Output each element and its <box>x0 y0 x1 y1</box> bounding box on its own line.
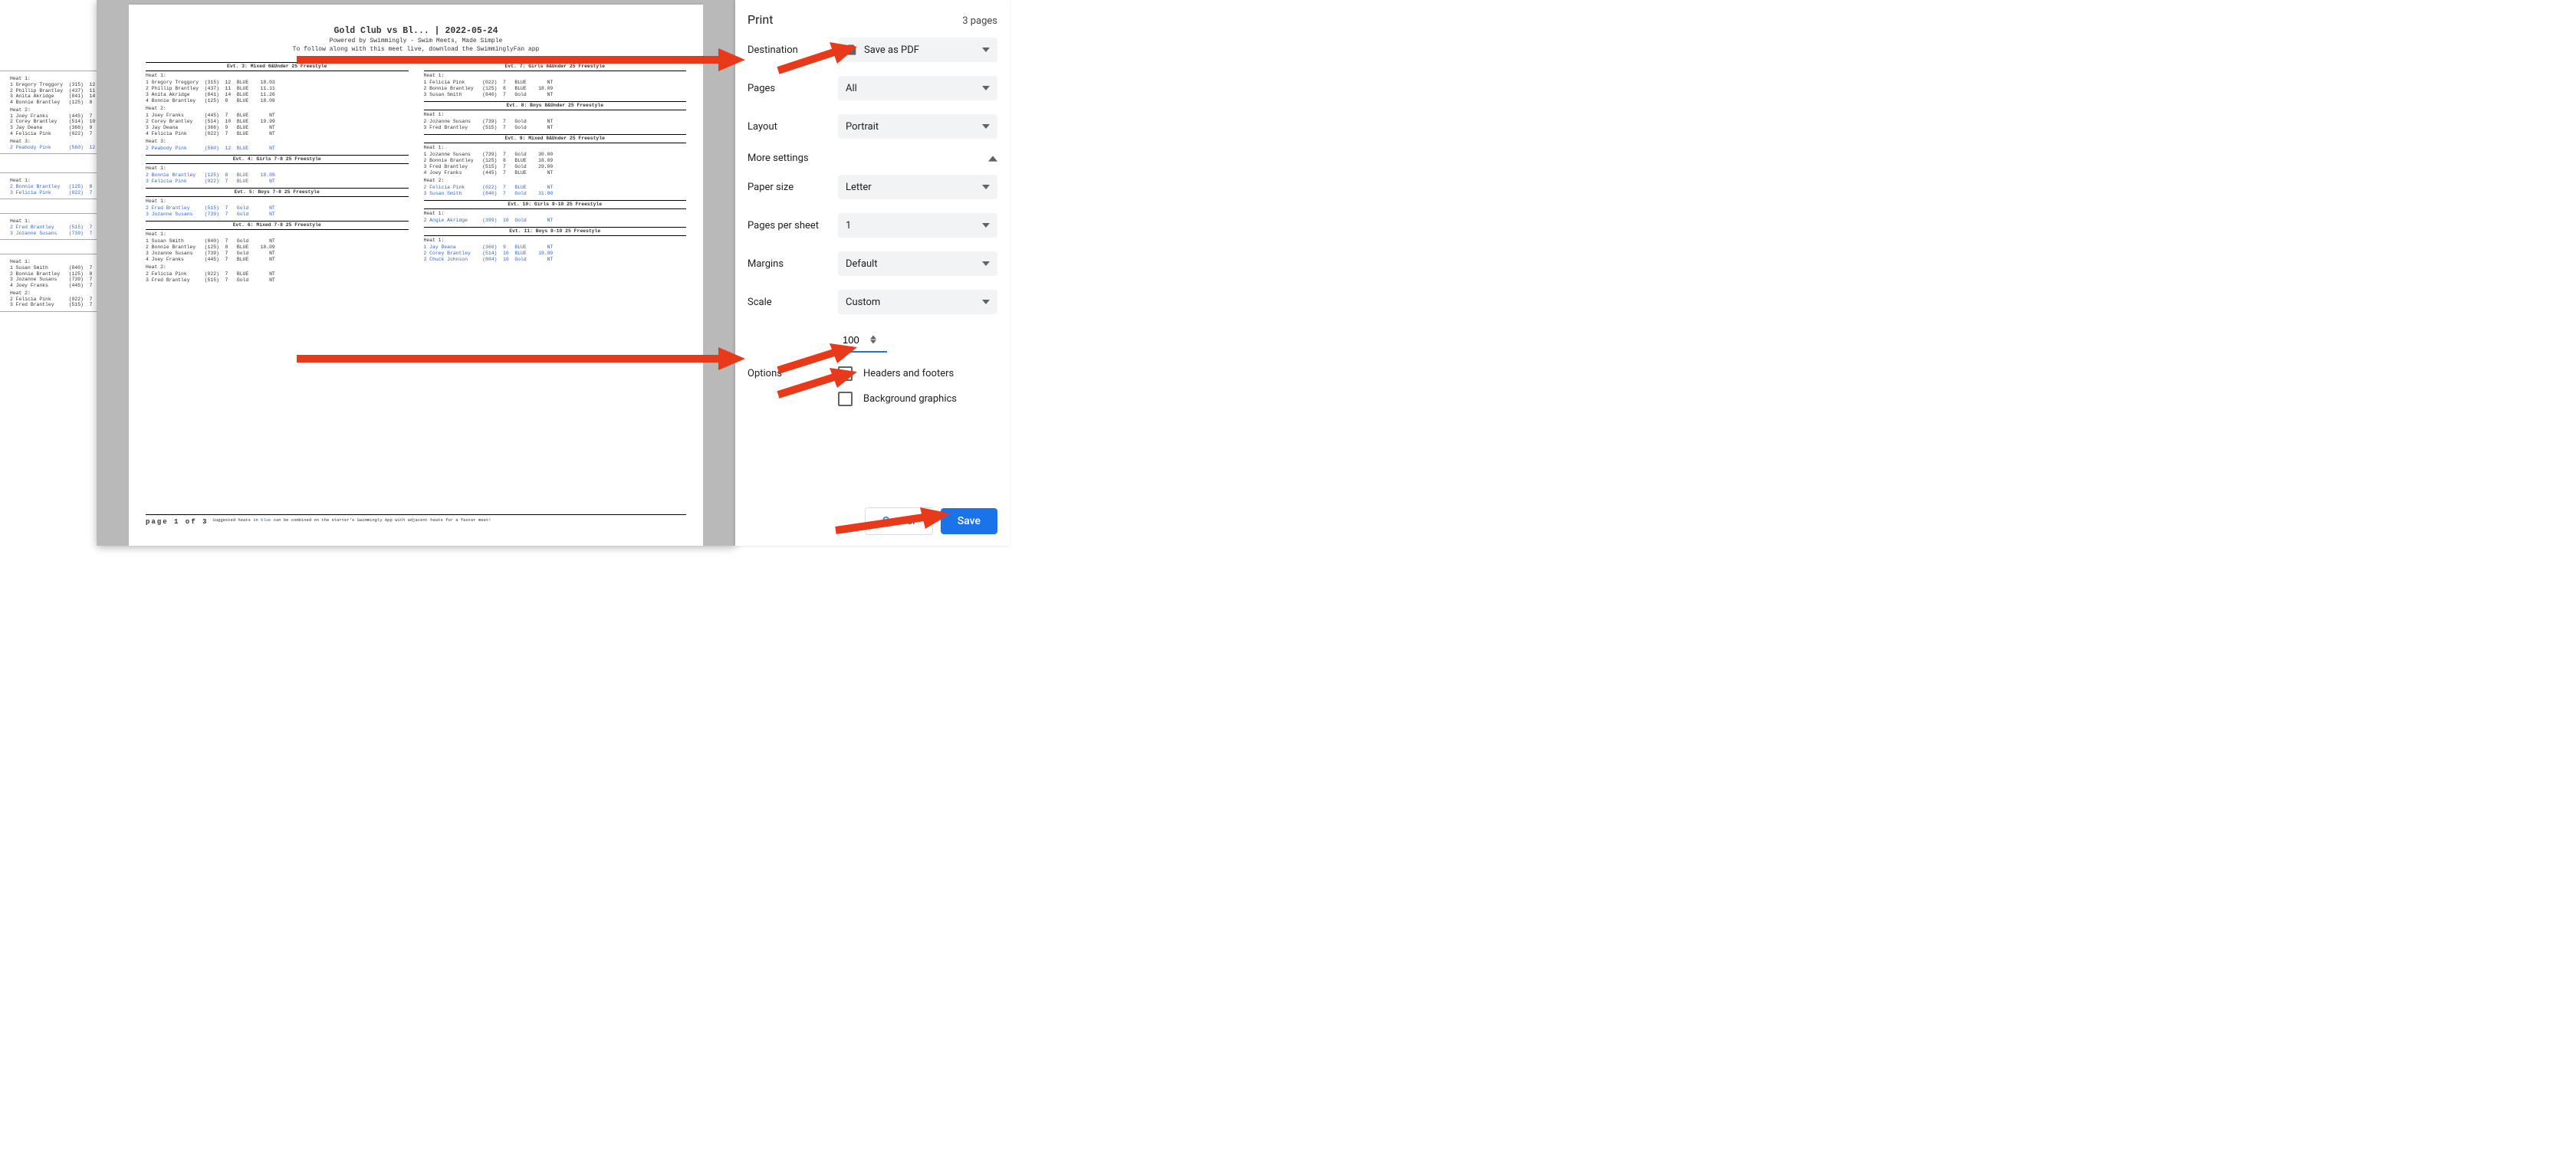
paper-size-label: Paper size <box>748 182 838 193</box>
pages-select[interactable]: All <box>838 76 997 100</box>
chevron-down-icon <box>982 222 990 229</box>
margins-select[interactable]: Default <box>838 251 997 276</box>
more-settings-toggle[interactable]: More settings <box>748 153 997 164</box>
doc-title: Gold Club vs Bl... | 2022-05-24 <box>146 26 686 36</box>
doc-subtitle-1: Powered by Swimmingly - Swim Meets, Made… <box>146 38 686 44</box>
chevron-down-icon <box>982 260 990 267</box>
headers-label: Headers and footers <box>863 368 954 379</box>
doc-subtitle-2: To follow along with this meet live, dow… <box>146 46 686 53</box>
preview-page-1: Gold Club vs Bl... | 2022-05-24 Powered … <box>129 5 703 546</box>
chevron-down-icon <box>982 298 990 306</box>
pages-label: Pages <box>748 83 838 94</box>
chevron-down-icon <box>982 46 990 54</box>
chevron-down-icon <box>982 183 990 191</box>
options-label: Options <box>748 368 838 379</box>
scale-step-down-icon[interactable] <box>870 340 876 344</box>
pages-per-sheet-label: Pages per sheet <box>748 220 838 231</box>
scale-label: Scale <box>748 297 838 308</box>
margins-label: Margins <box>748 258 838 270</box>
page-indicator: page 1 of 3 <box>146 518 208 526</box>
destination-label: Destination <box>748 44 838 56</box>
chevron-down-icon <box>982 123 990 130</box>
scale-input[interactable] <box>841 333 870 346</box>
save-button[interactable]: Save <box>941 508 997 534</box>
bg-graphics-label: Background graphics <box>863 393 957 405</box>
destination-select[interactable]: Save as PDF <box>838 38 997 62</box>
layout-label: Layout <box>748 121 838 133</box>
footer-note: Suggested heats in blue can be combined … <box>212 518 491 523</box>
chevron-down-icon <box>982 84 990 92</box>
cancel-button[interactable]: Cancel <box>865 507 933 535</box>
chevron-up-icon <box>988 154 997 163</box>
pdf-icon <box>846 44 858 56</box>
paper-size-select[interactable]: Letter <box>838 175 997 199</box>
print-title: Print <box>748 12 773 27</box>
print-preview-panel: Gold Club vs Bl... | 2022-05-24 Powered … <box>97 0 735 546</box>
page-count: 3 pages <box>962 15 997 27</box>
pages-per-sheet-select[interactable]: 1 <box>838 213 997 238</box>
layout-select[interactable]: Portrait <box>838 114 997 139</box>
scale-select[interactable]: Custom <box>838 290 997 314</box>
print-sidebar: Print 3 pages Destination Save as PDF Pa… <box>735 0 1010 546</box>
bg-graphics-checkbox[interactable] <box>838 392 853 406</box>
headers-checkbox[interactable] <box>838 366 853 381</box>
scale-input-wrap <box>838 328 887 353</box>
